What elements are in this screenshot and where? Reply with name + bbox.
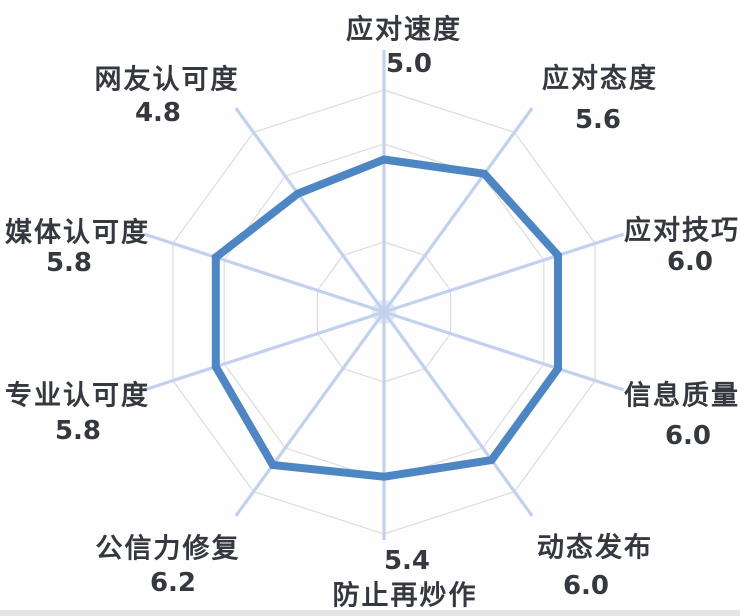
value-label-dongtai-fabu: 6.0 (562, 571, 610, 601)
value-label-fangzhi-zaichaozuo: 5.4 (383, 546, 431, 576)
axis-spoke (143, 310, 385, 392)
axis-spoke (143, 232, 385, 314)
axis-spoke (234, 107, 386, 313)
value-label-meiti-renkedu: 5.8 (45, 248, 93, 278)
center-hub (378, 306, 390, 318)
value-label-zhuanye-renkedu: 5.8 (54, 416, 102, 446)
axis-label-zhuanye-renkedu: 专业认可度 (5, 380, 150, 412)
value-label-yingdui-jiqiao: 6.0 (666, 247, 714, 277)
data-series-polygon (211, 155, 562, 481)
axis-label-xinxi-zhiliang: 信息质量 (624, 380, 740, 412)
axis-spoke (383, 310, 625, 392)
axis-label-fangzhi-zaichaozuo: 防止再炒作 (332, 580, 478, 612)
axis-spoke (382, 107, 534, 313)
axis-label-yingdui-taidu: 应对态度 (542, 63, 658, 95)
value-label-wangyou-renkedu: 4.8 (134, 98, 182, 128)
bottom-divider (0, 610, 740, 616)
value-label-yingdui-sudu: 5.0 (385, 49, 433, 79)
axis-label-yingdui-jiqiao: 应对技巧 (624, 215, 740, 247)
axis-spoke (234, 311, 386, 517)
axis-label-meiti-renkedu: 媒体认可度 (5, 217, 150, 249)
value-label-yingdui-taidu: 5.6 (574, 105, 622, 135)
axis-label-gongxinli-xiufu: 公信力修复 (95, 533, 241, 565)
value-label-gongxinli-xiufu: 6.2 (149, 568, 197, 598)
axis-label-dongtai-fabu: 动态发布 (537, 532, 653, 564)
axis-spoke (382, 311, 534, 517)
axis-spoke (383, 232, 625, 314)
axis-label-yingdui-sudu: 应对速度 (346, 14, 462, 46)
value-label-xinxi-zhiliang: 6.0 (664, 421, 712, 451)
axis-label-wangyou-renkedu: 网友认可度 (94, 64, 240, 96)
